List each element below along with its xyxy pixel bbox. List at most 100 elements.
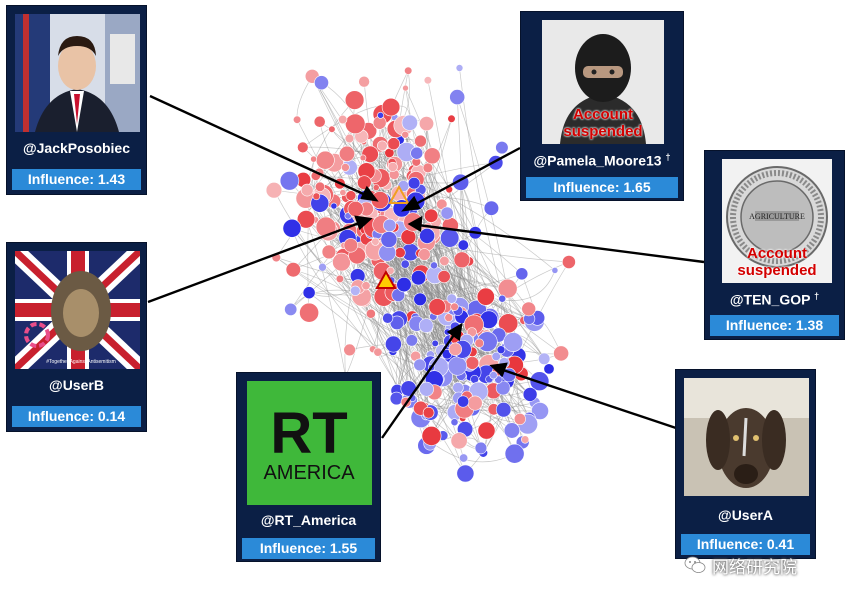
graph-node xyxy=(328,125,336,133)
graph-node xyxy=(431,339,439,348)
dagger-mark: † xyxy=(814,291,820,301)
graph-node xyxy=(447,114,456,123)
graph-node xyxy=(410,270,427,286)
graph-node xyxy=(410,146,424,160)
graph-node xyxy=(551,266,559,274)
graph-edge xyxy=(395,265,435,391)
influence-score: Influence: 0.14 xyxy=(12,406,141,427)
graph-node xyxy=(405,334,418,347)
graph-node xyxy=(402,84,409,92)
graph-node xyxy=(418,318,434,333)
graph-node xyxy=(335,274,345,284)
account-card-usera: @UserA Influence: 0.41 xyxy=(675,369,816,559)
graph-node xyxy=(400,259,410,269)
rt-logo: RT AMERICA xyxy=(247,381,372,505)
graph-node xyxy=(293,115,302,124)
graph-node xyxy=(359,154,367,162)
graph-node xyxy=(345,113,366,135)
graph-node xyxy=(437,270,451,284)
graph-node xyxy=(358,75,370,88)
graph-node xyxy=(394,247,406,259)
arrow-rtamerica xyxy=(381,331,457,439)
graph-node xyxy=(396,277,412,293)
graph-edge xyxy=(433,265,545,359)
graph-node xyxy=(450,302,459,311)
graph-edge xyxy=(305,219,346,377)
graph-edge xyxy=(309,273,522,297)
graph-node xyxy=(310,155,317,163)
graph-node xyxy=(457,395,470,408)
graph-node xyxy=(503,332,523,353)
graph-node xyxy=(332,252,351,272)
graph-node xyxy=(381,97,401,117)
account-handle: @UserA xyxy=(718,507,773,523)
graph-edge xyxy=(291,228,374,350)
graph-node xyxy=(489,371,498,380)
influence-score: Influence: 1.38 xyxy=(710,315,839,336)
graph-node xyxy=(457,239,469,251)
profile-photo: Account suspended xyxy=(542,20,664,144)
graph-node xyxy=(422,406,435,419)
account-handle: @JackPosobiec xyxy=(22,140,131,156)
graph-node xyxy=(413,292,427,306)
graph-node xyxy=(377,111,384,119)
graph-node xyxy=(299,302,320,323)
graph-node xyxy=(384,335,402,353)
graph-node xyxy=(400,229,417,245)
graph-node xyxy=(497,278,518,299)
graph-node xyxy=(401,114,418,131)
graph-node xyxy=(341,163,350,172)
suspended-label: Account suspended xyxy=(563,106,643,140)
graph-node xyxy=(414,134,427,148)
graph-node xyxy=(491,351,501,362)
arrow-tengop xyxy=(417,223,705,264)
graph-node xyxy=(344,90,365,110)
graph-node xyxy=(421,425,442,446)
graph-node xyxy=(477,421,496,440)
graph-node xyxy=(446,293,457,304)
graph-edge xyxy=(293,269,432,368)
graph-edge xyxy=(384,240,455,423)
graph-node xyxy=(313,115,326,128)
influence-score: Influence: 1.43 xyxy=(12,169,141,190)
graph-node xyxy=(312,192,321,201)
pointer-arrows xyxy=(147,94,705,439)
influence-score: Influence: 1.55 xyxy=(242,538,375,559)
graph-edge xyxy=(326,191,448,355)
graph-node xyxy=(459,453,469,463)
graph-node xyxy=(503,422,521,439)
profile-photo xyxy=(684,378,809,496)
graph-node xyxy=(447,356,468,376)
account-card-jackposobiec: @JackPosobiec Influence: 1.43 xyxy=(6,5,147,195)
graph-node xyxy=(538,352,551,365)
graph-node xyxy=(456,464,475,483)
graph-node xyxy=(302,286,316,300)
graph-node xyxy=(440,206,454,220)
arrow-pamela xyxy=(411,146,521,208)
profile-photo: RT AMERICA xyxy=(247,381,372,505)
graph-node xyxy=(371,237,380,246)
graph-node xyxy=(430,261,438,270)
graph-edge xyxy=(482,339,492,454)
account-handle: @TEN_GOP † xyxy=(729,291,820,308)
graph-edge xyxy=(376,162,496,188)
graph-node xyxy=(350,285,361,296)
graph-edge xyxy=(362,241,466,474)
graph-node xyxy=(338,114,348,125)
graph-node xyxy=(279,171,300,191)
graph-node xyxy=(401,130,410,139)
graph-edge xyxy=(404,134,476,233)
account-card-ten-gop: AGRICULTURE Account suspended @TEN_GOP †… xyxy=(704,150,845,340)
graph-node xyxy=(439,255,450,267)
graph-node xyxy=(284,302,298,316)
graph-edge xyxy=(429,441,515,463)
graph-edge xyxy=(350,245,398,391)
suspended-label: Account suspended xyxy=(737,245,817,279)
account-card-rt-america: RT AMERICA @RT_America Influence: 1.55 xyxy=(236,372,381,562)
graph-node xyxy=(423,76,433,85)
graph-node xyxy=(344,133,355,144)
dagger-mark: † xyxy=(665,152,671,162)
account-handle: @RT_America xyxy=(260,512,357,528)
graph-node xyxy=(428,298,446,316)
graph-node xyxy=(413,358,427,372)
